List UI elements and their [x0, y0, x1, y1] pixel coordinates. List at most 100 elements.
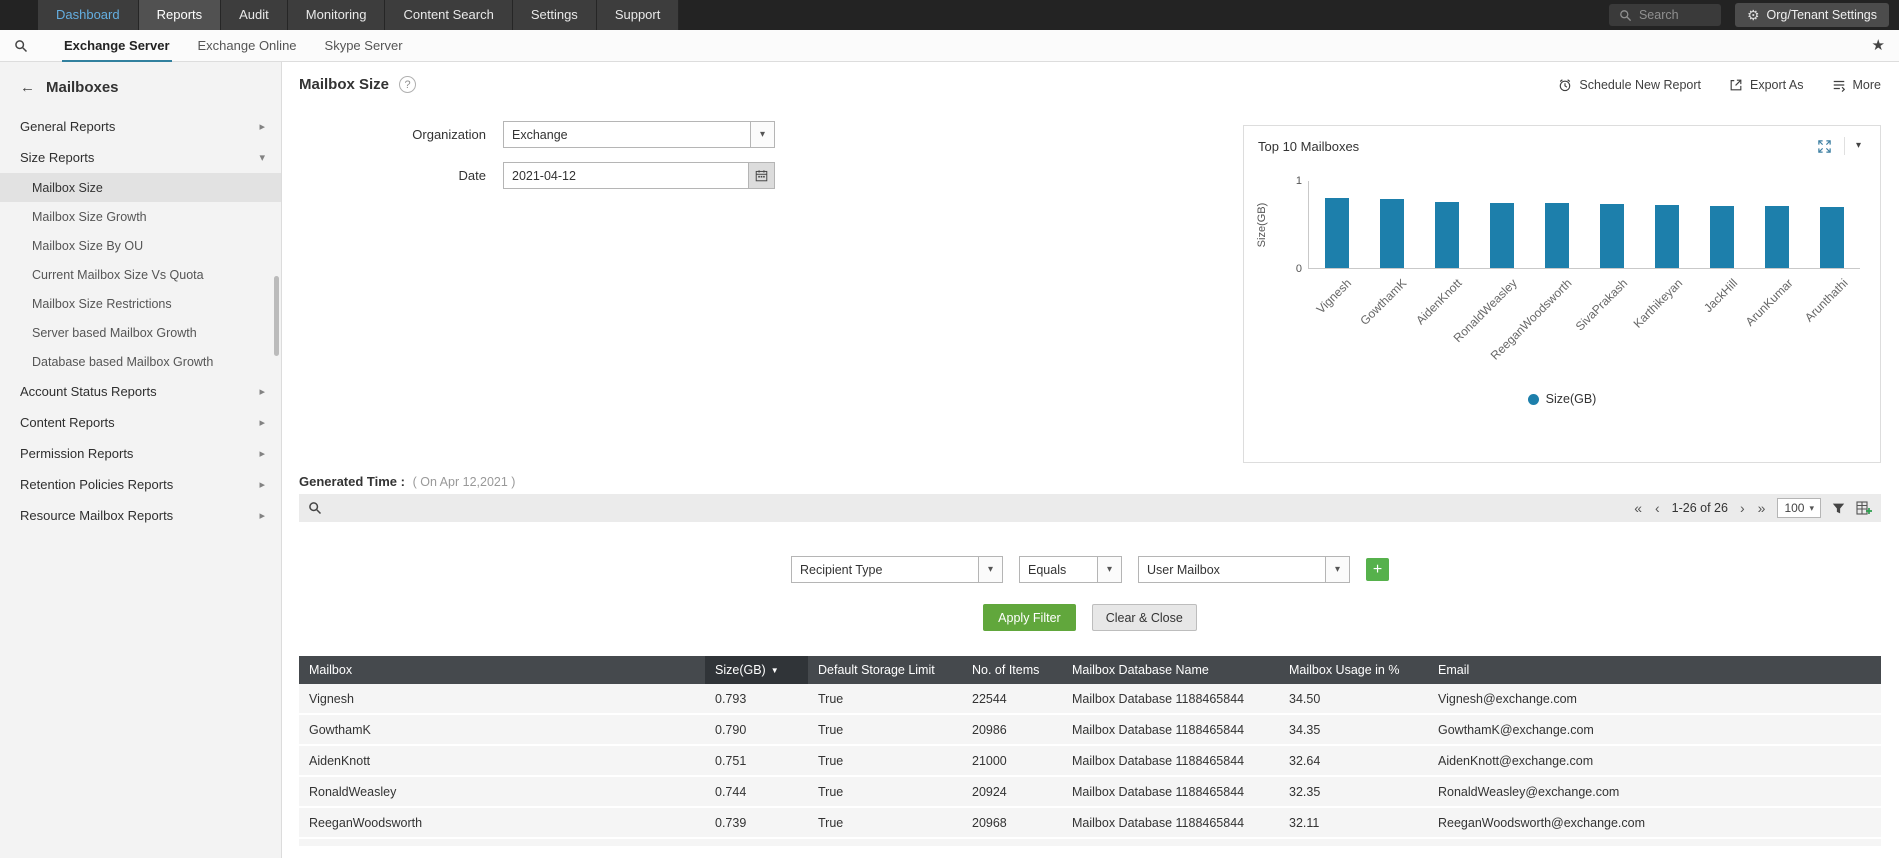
help-icon[interactable]: ? — [399, 76, 417, 93]
export-as-button[interactable]: Export As — [1729, 78, 1804, 92]
sidebar-group-general-reports[interactable]: General Reports ▸ — [0, 111, 281, 142]
chevron-right-icon: ▸ — [259, 448, 265, 460]
sidebar-item-mailbox-size-growth[interactable]: Mailbox Size Growth — [32, 209, 147, 224]
add-filter-button[interactable]: + — [1366, 558, 1389, 581]
table-cell: 32.64 — [1279, 746, 1428, 777]
expand-chart-button[interactable] — [1805, 139, 1844, 154]
schedule-label: Schedule New Report — [1579, 77, 1702, 92]
sidebar-item-mailbox-size-by-ou[interactable]: Mailbox Size By OU — [32, 238, 144, 253]
subnav-tab-skype-server[interactable]: Skype Server — [324, 37, 403, 53]
table-row-partial[interactable] — [299, 839, 1881, 848]
topnav-tab-settings[interactable]: Settings — [512, 0, 597, 30]
sidebar-item-current-mailbox-size-vs-quota[interactable]: Current Mailbox Size Vs Quota — [32, 267, 204, 282]
column-header-email[interactable]: Email — [1428, 656, 1881, 684]
org-tenant-settings-button[interactable]: ⚙ Org/Tenant Settings — [1734, 3, 1889, 27]
next-page-button[interactable]: › — [1739, 500, 1745, 516]
sidebar-group-content-reports[interactable]: Content Reports ▸ — [0, 407, 281, 438]
chevron-down-icon: ▾ — [750, 122, 774, 147]
sidebar-group-permission-reports[interactable]: Permission Reports ▸ — [0, 438, 281, 469]
topnav-tab-audit[interactable]: Audit — [221, 0, 288, 30]
topnav-tab-dashboard[interactable]: Dashboard — [38, 0, 139, 30]
clear-close-button[interactable]: Clear & Close — [1091, 604, 1197, 631]
sidebar-group-account-status-reports[interactable]: Account Status Reports ▸ — [0, 376, 281, 407]
more-button[interactable]: More — [1832, 78, 1881, 92]
sidebar-item-mailbox-size-restrictions[interactable]: Mailbox Size Restrictions — [32, 296, 172, 311]
filter-field-select[interactable]: Recipient Type ▾ — [791, 556, 1003, 583]
last-page-button[interactable]: » — [1757, 500, 1766, 516]
table-cell: 0.739 — [705, 808, 808, 839]
subnav-tab-exchange-online[interactable]: Exchange Online — [197, 37, 297, 53]
bar-slot: GowthamK — [1358, 180, 1419, 328]
organization-label: Organization — [412, 127, 486, 142]
bar-reeganwoodsworth — [1544, 203, 1569, 268]
column-header-size-gb[interactable]: Size(GB) ▼ — [705, 656, 808, 684]
chevron-right-icon: ▸ — [259, 386, 265, 398]
y-tick-max: 1 — [1295, 175, 1302, 187]
chart-legend[interactable]: Size(GB) — [1244, 392, 1880, 406]
bar-slot: JackHill — [1695, 180, 1750, 315]
sidebar-group-resource-mailbox-reports[interactable]: Resource Mailbox Reports ▸ — [0, 500, 281, 531]
topnav-tab-support[interactable]: Support — [596, 0, 680, 30]
first-page-button[interactable]: « — [1634, 500, 1642, 516]
search-icon[interactable] — [308, 501, 322, 515]
search-icon — [1620, 9, 1632, 21]
sidebar-item-mailbox-size[interactable]: Mailbox Size — [0, 173, 281, 202]
column-header-mailbox[interactable]: Mailbox — [299, 656, 705, 684]
favorite-star-icon[interactable]: ★ — [1871, 37, 1885, 54]
column-header-default-storage-limit[interactable]: Default Storage Limit — [808, 656, 962, 684]
previous-page-button[interactable]: ‹ — [1655, 500, 1660, 516]
column-header-no-of-items[interactable]: No. of Items — [962, 656, 1062, 684]
date-input[interactable]: 2021-04-12 — [503, 162, 775, 189]
table-cell: AidenKnott@exchange.com — [1428, 746, 1881, 777]
calendar-icon — [755, 170, 768, 182]
chevron-right-icon: ▸ — [259, 121, 265, 133]
chevron-down-icon: ▾ — [978, 557, 1002, 582]
add-column-icon[interactable] — [1856, 500, 1872, 516]
sidebar-group-size-reports[interactable]: Size Reports ▾ — [0, 142, 281, 173]
organization-select[interactable]: Exchange ▾ — [503, 121, 775, 148]
bar-slot: ArunKumar — [1742, 180, 1805, 329]
table-row[interactable]: Vignesh 0.793 True 22544 Mailbox Database 11… — [299, 684, 1881, 715]
table-row[interactable]: ReeganWoodsworth 0.739 True 20968 Mailbox Da… — [299, 808, 1881, 839]
table-row[interactable]: AidenKnott 0.751 True 21000 Mailbox Database… — [299, 746, 1881, 777]
apply-filter-button[interactable]: Apply Filter — [983, 604, 1076, 631]
sidebar-group-label: Permission Reports — [20, 446, 134, 461]
back-arrow-icon[interactable]: ← — [20, 79, 35, 96]
bar-category-label: AidenKnott — [1413, 276, 1465, 328]
topnav-tab-monitoring[interactable]: Monitoring — [287, 0, 386, 30]
calendar-button[interactable] — [748, 163, 774, 188]
sidebar-item-database-based-mailbox-growth[interactable]: Database based Mailbox Growth — [32, 354, 214, 369]
table-cell: Mailbox Database 1188465844 — [1062, 777, 1279, 808]
table-cell: GowthamK@exchange.com — [1428, 715, 1881, 746]
subnav-tab-exchange-server[interactable]: Exchange Server — [50, 30, 184, 62]
global-search-placeholder: Search — [1638, 8, 1679, 22]
filter-operator-select[interactable]: Equals ▾ — [1019, 556, 1122, 583]
sidebar-group-label: Resource Mailbox Reports — [20, 508, 174, 523]
sidebar-group-label: Size Reports — [20, 150, 95, 165]
sidebar-item-server-based-mailbox-growth[interactable]: Server based Mailbox Growth — [32, 325, 197, 340]
sidebar-group-retention-policies-reports[interactable]: Retention Policies Reports ▸ — [0, 469, 281, 500]
table-cell: 0.790 — [705, 715, 808, 746]
global-search-input[interactable]: Search — [1608, 4, 1721, 26]
table-cell: 34.50 — [1279, 684, 1428, 715]
filter-actions: Apply Filter Clear & Close — [299, 604, 1881, 631]
filter-value-select[interactable]: User Mailbox ▾ — [1138, 556, 1350, 583]
sidebar-scrollbar-thumb[interactable] — [274, 276, 279, 356]
page-size-select[interactable]: 100 ▾ — [1777, 498, 1821, 518]
date-row: Date 2021-04-12 — [299, 162, 775, 189]
filter-icon[interactable] — [1832, 502, 1845, 515]
more-icon — [1833, 80, 1845, 92]
topnav-tab-reports[interactable]: Reports — [138, 0, 222, 30]
chart-menu-button[interactable]: ▾ — [1844, 137, 1872, 155]
topnav-tab-content-search[interactable]: Content Search — [385, 0, 513, 30]
column-header-mailbox-usage-in[interactable]: Mailbox Usage in % — [1279, 656, 1428, 684]
schedule-new-report-button[interactable]: Schedule New Report — [1558, 78, 1701, 92]
sidebar-header: ← Mailboxes — [0, 62, 281, 111]
table-cell — [1279, 839, 1428, 848]
search-icon[interactable] — [14, 39, 28, 53]
table-row[interactable]: RonaldWeasley 0.744 True 20924 Mailbox Datab… — [299, 777, 1881, 808]
sidebar-group-label: General Reports — [20, 119, 116, 134]
column-header-mailbox-database-name[interactable]: Mailbox Database Name — [1062, 656, 1279, 684]
table-cell — [299, 839, 705, 848]
table-row[interactable]: GowthamK 0.790 True 20986 Mailbox Database 1… — [299, 715, 1881, 746]
